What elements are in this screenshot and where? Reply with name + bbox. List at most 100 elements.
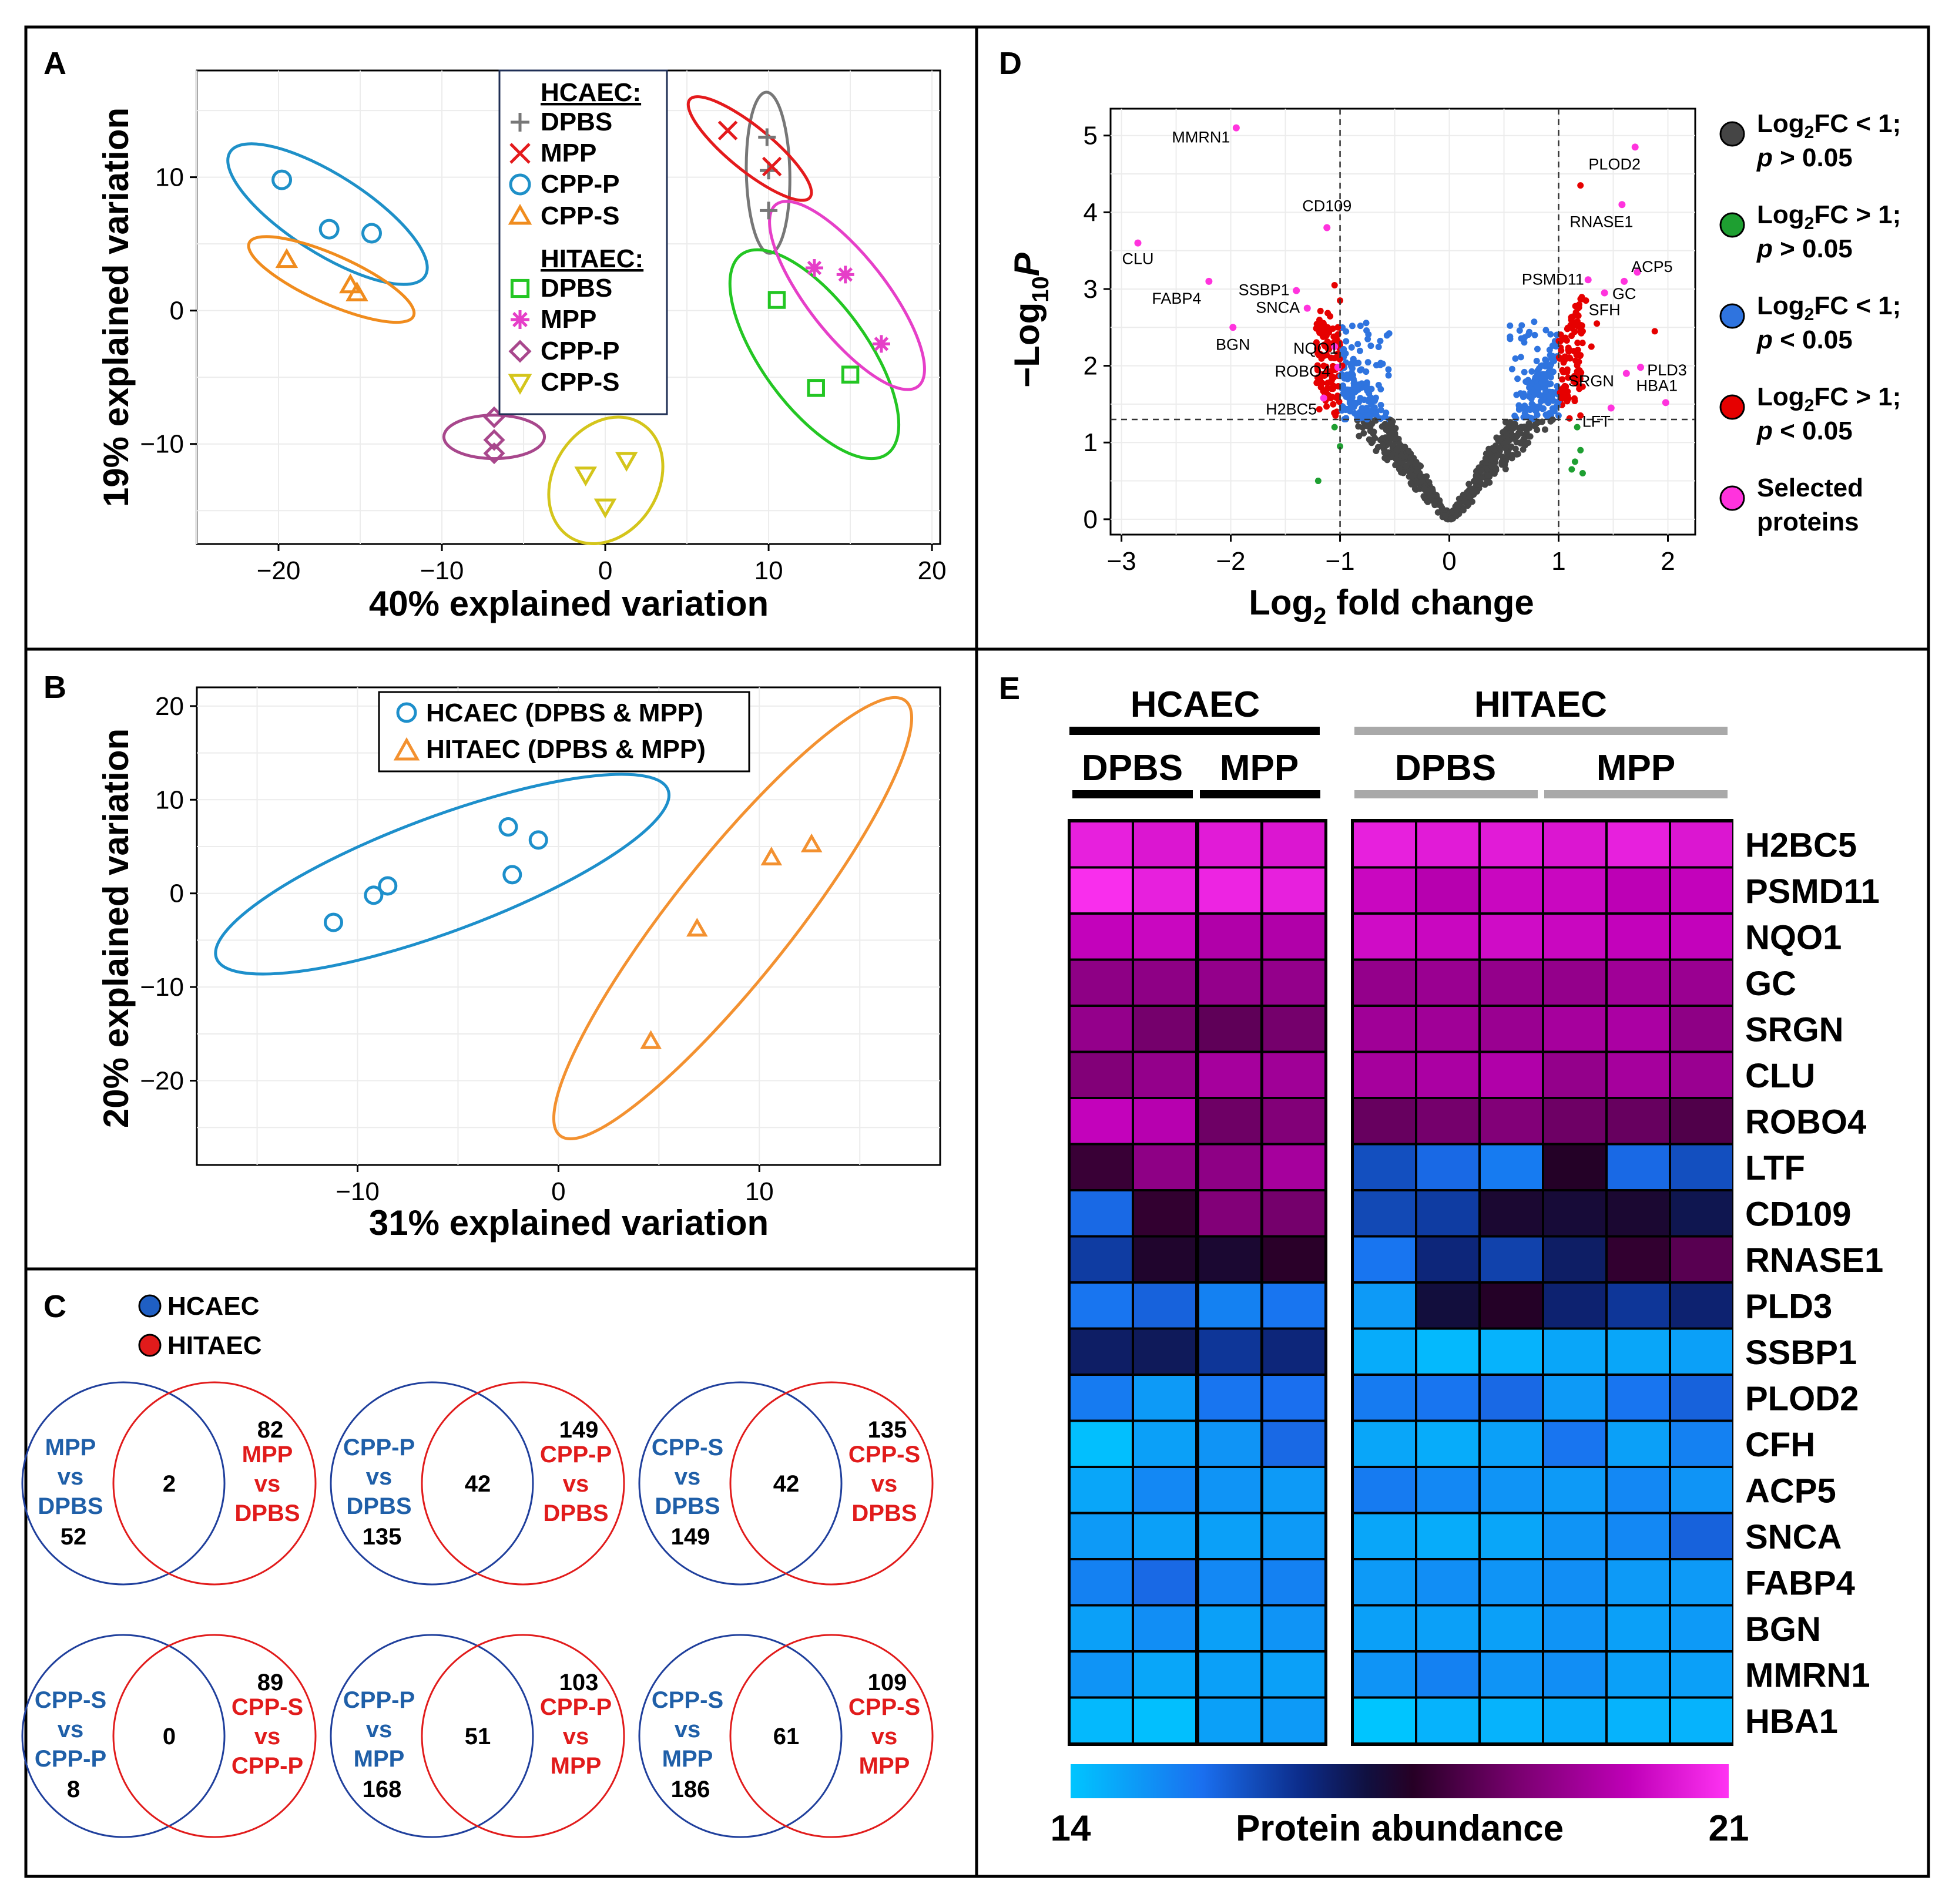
heatmap-row-label: BGN <box>1745 1610 1821 1648</box>
legend-d-line1: Log2FC > 1; <box>1757 200 1901 233</box>
volcano-point <box>1331 355 1338 362</box>
volcano-point <box>1532 374 1539 381</box>
selected-protein-point <box>1293 287 1300 294</box>
volcano-point <box>1554 402 1561 409</box>
volcano-point <box>1521 442 1528 449</box>
legend-d-log: Log <box>1757 200 1805 229</box>
heatmap-cell <box>1544 961 1605 1005</box>
volcano-point <box>1379 442 1386 449</box>
heatmap-cell <box>1354 1145 1415 1189</box>
venn-overlap-count: 2 <box>163 1471 176 1497</box>
volcano-point <box>1542 388 1549 395</box>
selected-protein-point <box>1205 277 1213 285</box>
heatmap-cell <box>1263 1007 1324 1051</box>
volcano-point <box>1531 422 1538 429</box>
volcano-point <box>1349 370 1356 377</box>
heatmap-cell <box>1134 1191 1195 1235</box>
venn-left-label: CPP-P <box>35 1746 106 1772</box>
heatmap-cell <box>1071 1376 1132 1420</box>
heatmap-row-label: MMRN1 <box>1745 1656 1870 1694</box>
hcaec-cpp-p-point <box>318 219 340 240</box>
volcano-point <box>1331 281 1338 288</box>
heatmap-cell <box>1544 1698 1605 1742</box>
venn-left-count: 8 <box>67 1777 80 1802</box>
y-tick-label: 20 <box>155 692 184 721</box>
volcano-point <box>1394 447 1401 454</box>
venn-right-label: MPP <box>242 1442 293 1468</box>
heatmap-cell <box>1481 1329 1542 1374</box>
heatmap-cell <box>1544 1514 1605 1558</box>
venn-diagram: CPP-S vs DPBS CPP-S vs DPBS 149 135 42 <box>638 1381 934 1586</box>
legend-d-marker <box>1719 394 1745 420</box>
venn-left-count: 52 <box>61 1524 87 1550</box>
volcano-point <box>1320 388 1327 395</box>
volcano-point <box>1525 420 1532 427</box>
volcano-point <box>1508 455 1515 462</box>
heatmap-row-label: ACP5 <box>1745 1472 1836 1510</box>
heatmap-cell <box>1199 1376 1260 1420</box>
volcano-point <box>1502 465 1509 472</box>
legend-d-cond: > 0.05 <box>1773 143 1853 172</box>
heatmap-row-label: PSMD11 <box>1745 872 1880 911</box>
volcano-point <box>1588 343 1595 350</box>
heatmap-cell <box>1263 1237 1324 1281</box>
heatmap-cell <box>1199 1329 1260 1374</box>
volcano-point <box>1364 384 1371 391</box>
protein-label: SNCA <box>1256 299 1300 317</box>
heatmap-cell <box>1671 915 1732 959</box>
x-tick-label: 0 <box>1442 547 1456 576</box>
venn-right-label: CPP-S <box>848 1694 920 1720</box>
selected-protein-point <box>1584 276 1592 284</box>
volcano-point <box>1386 440 1393 447</box>
volcano-point <box>1540 372 1547 379</box>
hitaec-dpbs-point <box>767 291 786 309</box>
volcano-point <box>1342 350 1349 357</box>
panel-b-points <box>323 817 823 1049</box>
heatmap-cell <box>1134 1237 1195 1281</box>
volcano-point <box>1434 509 1441 516</box>
legend-a-hitaec-label: DPBS <box>541 274 612 303</box>
selected-protein-point <box>1622 370 1630 377</box>
legend-d-cond: > 0.05 <box>1773 234 1853 263</box>
selected-protein-point <box>1134 239 1142 247</box>
heatmap-cell <box>1481 915 1542 959</box>
volcano-point <box>1316 322 1323 329</box>
heatmap-cell <box>1481 1606 1542 1650</box>
heatmap-cell <box>1354 1191 1415 1235</box>
heatmap-cell <box>1134 1468 1195 1512</box>
volcano-point <box>1331 424 1338 431</box>
volcano-point <box>1547 331 1554 338</box>
volcano-point <box>1385 366 1392 373</box>
volcano-point <box>1512 355 1519 362</box>
volcano-point <box>1349 323 1356 330</box>
venn-left-label: vs <box>58 1464 84 1490</box>
heatmap-cell <box>1671 1653 1732 1697</box>
heatmap-cell <box>1608 1237 1669 1281</box>
panel-a-ylabel: 19% explained variation <box>96 108 136 507</box>
heatmap-cell <box>1544 1007 1605 1051</box>
volcano-point <box>1363 368 1370 375</box>
volcano-point <box>1427 486 1434 493</box>
volcano-point <box>1373 448 1380 455</box>
volcano-point <box>1549 342 1556 350</box>
heatmap-cell <box>1417 1653 1478 1697</box>
heatmap-cell <box>1071 1468 1132 1512</box>
heatmap-cell <box>1263 1698 1324 1742</box>
volcano-point <box>1564 366 1571 373</box>
protein-label: CLU <box>1122 250 1153 268</box>
volcano-point <box>1317 307 1324 314</box>
volcano-point <box>1367 428 1374 435</box>
heatmap-cell <box>1071 1606 1132 1650</box>
heatmap-cell <box>1417 961 1478 1005</box>
heatmap-cell <box>1134 961 1195 1005</box>
hcaec-mpp-ellipse <box>686 95 813 202</box>
venn-left-label: DPBS <box>38 1493 103 1519</box>
volcano-point <box>1474 487 1481 494</box>
heatmap-cell <box>1544 1422 1605 1466</box>
x-tick-label: 10 <box>754 556 783 585</box>
volcano-point <box>1498 459 1505 466</box>
heatmap-cell <box>1134 1698 1195 1742</box>
heatmap-cell <box>1481 1237 1542 1281</box>
